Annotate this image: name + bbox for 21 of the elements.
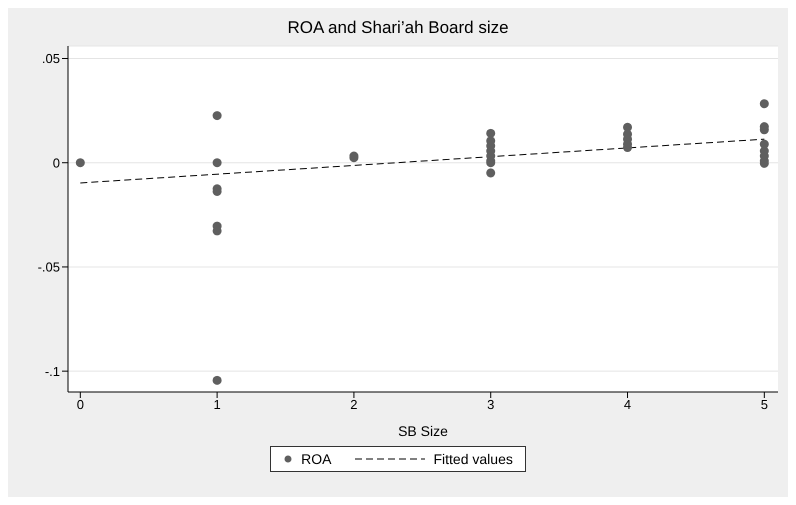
x-tick-label: 5 [760, 397, 768, 412]
x-tick-label: 0 [76, 397, 84, 412]
point [486, 168, 496, 178]
point [212, 158, 222, 168]
chart-title: ROA and Shari’ah Board size [286, 18, 510, 39]
y-tick-label: -.1 [44, 364, 60, 379]
x-tick-label: 3 [487, 397, 494, 412]
point [76, 158, 85, 168]
legend-label: Fitted values [433, 451, 513, 467]
x-tick-label: 4 [624, 397, 632, 412]
x-axis-title: SB Size [398, 423, 448, 439]
y-tick-label: -.05 [38, 260, 60, 275]
legend-label: ROA [301, 451, 332, 467]
point [760, 99, 769, 108]
x-tick-label: 1 [213, 397, 221, 412]
point [486, 128, 496, 138]
x-tick-label: 2 [350, 397, 358, 412]
point [212, 376, 222, 385]
y-tick-label: .05 [42, 51, 60, 66]
y-tick-label: 0 [52, 155, 60, 170]
point [212, 111, 222, 120]
